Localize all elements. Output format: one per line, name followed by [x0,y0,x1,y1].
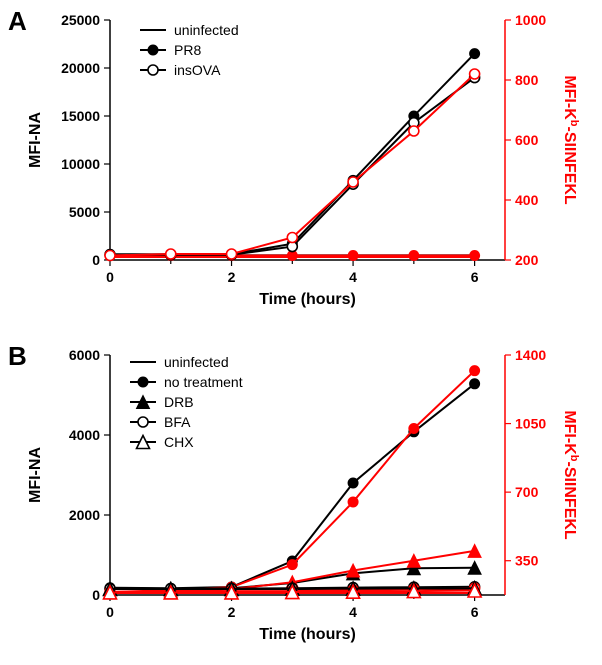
legend-label: insOVA [174,62,221,78]
svg-text:200: 200 [515,252,539,268]
svg-text:15000: 15000 [61,108,100,124]
svg-text:5000: 5000 [69,204,100,220]
svg-text:1000: 1000 [515,12,546,28]
svg-text:600: 600 [515,132,539,148]
panel-label: B [8,341,27,371]
svg-text:0: 0 [92,252,100,268]
legend-label: no treatment [164,374,243,390]
svg-text:800: 800 [515,72,539,88]
svg-text:Time (hours): Time (hours) [259,291,356,308]
svg-text:6000: 6000 [69,347,100,363]
legend-label: CHX [164,434,194,450]
svg-text:25000: 25000 [61,12,100,28]
svg-text:2: 2 [228,604,236,620]
legend-label: DRB [164,394,194,410]
legend-label: PR8 [174,42,201,58]
svg-text:1400: 1400 [515,347,546,363]
svg-text:Time (hours): Time (hours) [259,626,356,643]
svg-text:0: 0 [106,604,114,620]
legend: uninfected no treatment DRB BFA CHX [130,354,243,450]
svg-text:350: 350 [515,553,539,569]
svg-text:6: 6 [471,604,479,620]
svg-text:400: 400 [515,192,539,208]
svg-text:700: 700 [515,484,539,500]
svg-text:10000: 10000 [61,156,100,172]
svg-text:4: 4 [349,604,357,620]
svg-text:MFI-Kb-SIINFEKL: MFI-Kb-SIINFEKL [561,75,580,205]
figure-svg: A0246Time (hours)05000100001500020000250… [0,0,602,665]
svg-text:MFI-NA: MFI-NA [27,447,44,503]
figure-container: A0246Time (hours)05000100001500020000250… [0,0,602,665]
legend-label: uninfected [164,354,229,370]
svg-text:0: 0 [92,587,100,603]
svg-text:1050: 1050 [515,416,546,432]
legend: uninfected PR8 insOVA [140,22,239,78]
svg-text:4000: 4000 [69,427,100,443]
svg-text:2: 2 [228,269,236,285]
svg-text:0: 0 [106,269,114,285]
svg-text:6: 6 [471,269,479,285]
panel-label: A [8,6,27,36]
svg-text:4: 4 [349,269,357,285]
svg-text:MFI-Kb-SIINFEKL: MFI-Kb-SIINFEKL [561,410,580,540]
svg-text:20000: 20000 [61,60,100,76]
legend-label: BFA [164,414,191,430]
svg-text:MFI-NA: MFI-NA [27,112,44,168]
svg-text:2000: 2000 [69,507,100,523]
legend-label: uninfected [174,22,239,38]
